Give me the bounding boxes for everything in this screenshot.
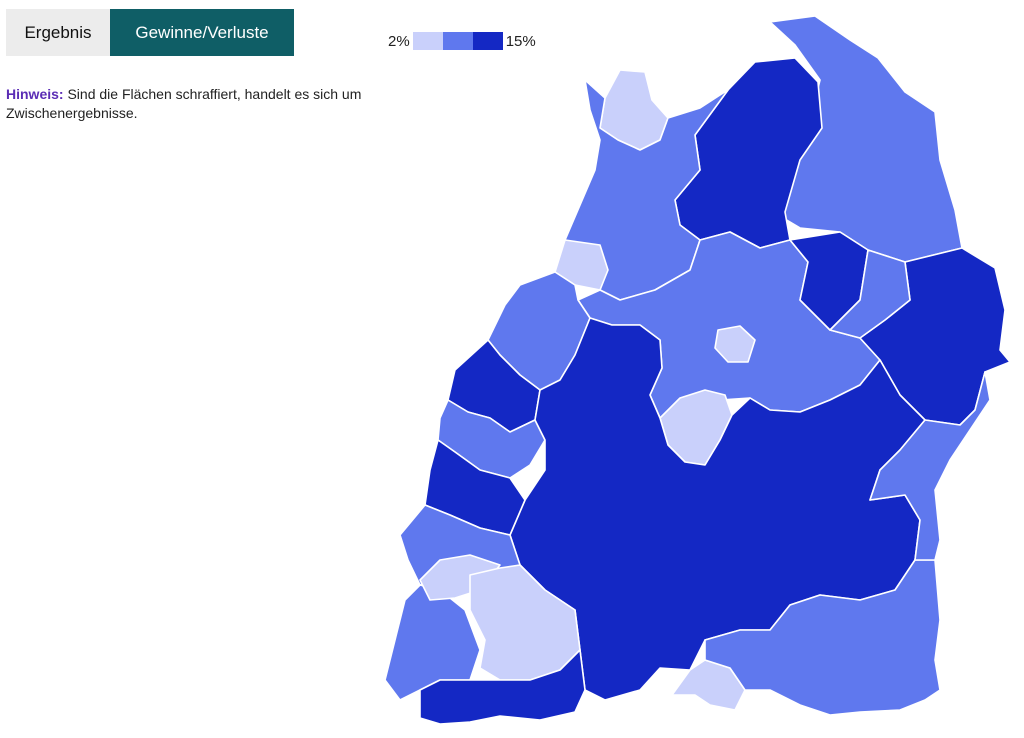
map-region[interactable] bbox=[419, 649, 586, 725]
map-region[interactable] bbox=[829, 249, 911, 339]
legend-min-label: 2% bbox=[388, 32, 410, 50]
hint-label: Hinweis: bbox=[6, 86, 64, 102]
map-region[interactable] bbox=[869, 371, 991, 561]
view-tabs: Ergebnis Gewinne/Verluste bbox=[6, 9, 294, 56]
legend-swatch-high bbox=[472, 32, 503, 50]
tab-ergebnis[interactable]: Ergebnis bbox=[6, 9, 110, 56]
legend-max-label: 15% bbox=[505, 32, 536, 50]
map-region[interactable] bbox=[704, 559, 941, 716]
hint-note: Hinweis: Sind die Flächen schraffiert, h… bbox=[6, 85, 366, 123]
map-region[interactable] bbox=[714, 325, 756, 363]
legend-swatch-low bbox=[412, 32, 443, 50]
legend-swatch-mid bbox=[442, 32, 473, 50]
map-region[interactable] bbox=[559, 79, 729, 301]
hint-text: Sind die Flächen schraffiert, handelt es… bbox=[6, 86, 362, 121]
tab-gewinne-verluste[interactable]: Gewinne/Verluste bbox=[110, 9, 294, 56]
color-legend: 2% 15% bbox=[388, 32, 536, 50]
